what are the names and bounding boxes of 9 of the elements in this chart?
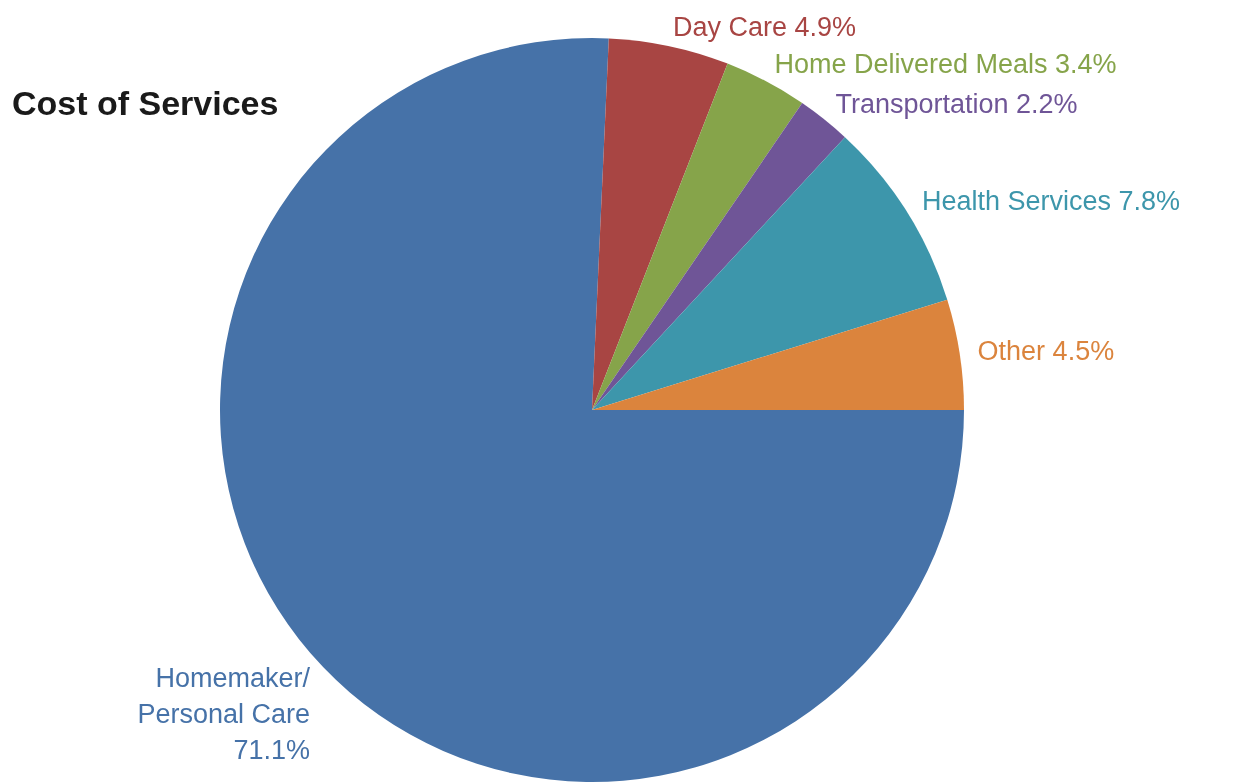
slice-label: Other 4.5% bbox=[977, 335, 1115, 366]
text: Cost of Services bbox=[12, 84, 279, 122]
slice-label: Day Care 4.9% bbox=[672, 12, 857, 43]
slice-label: Transportation 2.2% bbox=[835, 89, 1078, 120]
slice-label: Home Delivered Meals 3.4% bbox=[774, 49, 1117, 80]
slice-label: Health Services 7.8% bbox=[922, 186, 1181, 217]
data-label: 71.1% bbox=[233, 735, 311, 766]
slice-label: Homemaker/ Personal Care bbox=[137, 663, 311, 730]
pie-slice bbox=[592, 299, 964, 410]
